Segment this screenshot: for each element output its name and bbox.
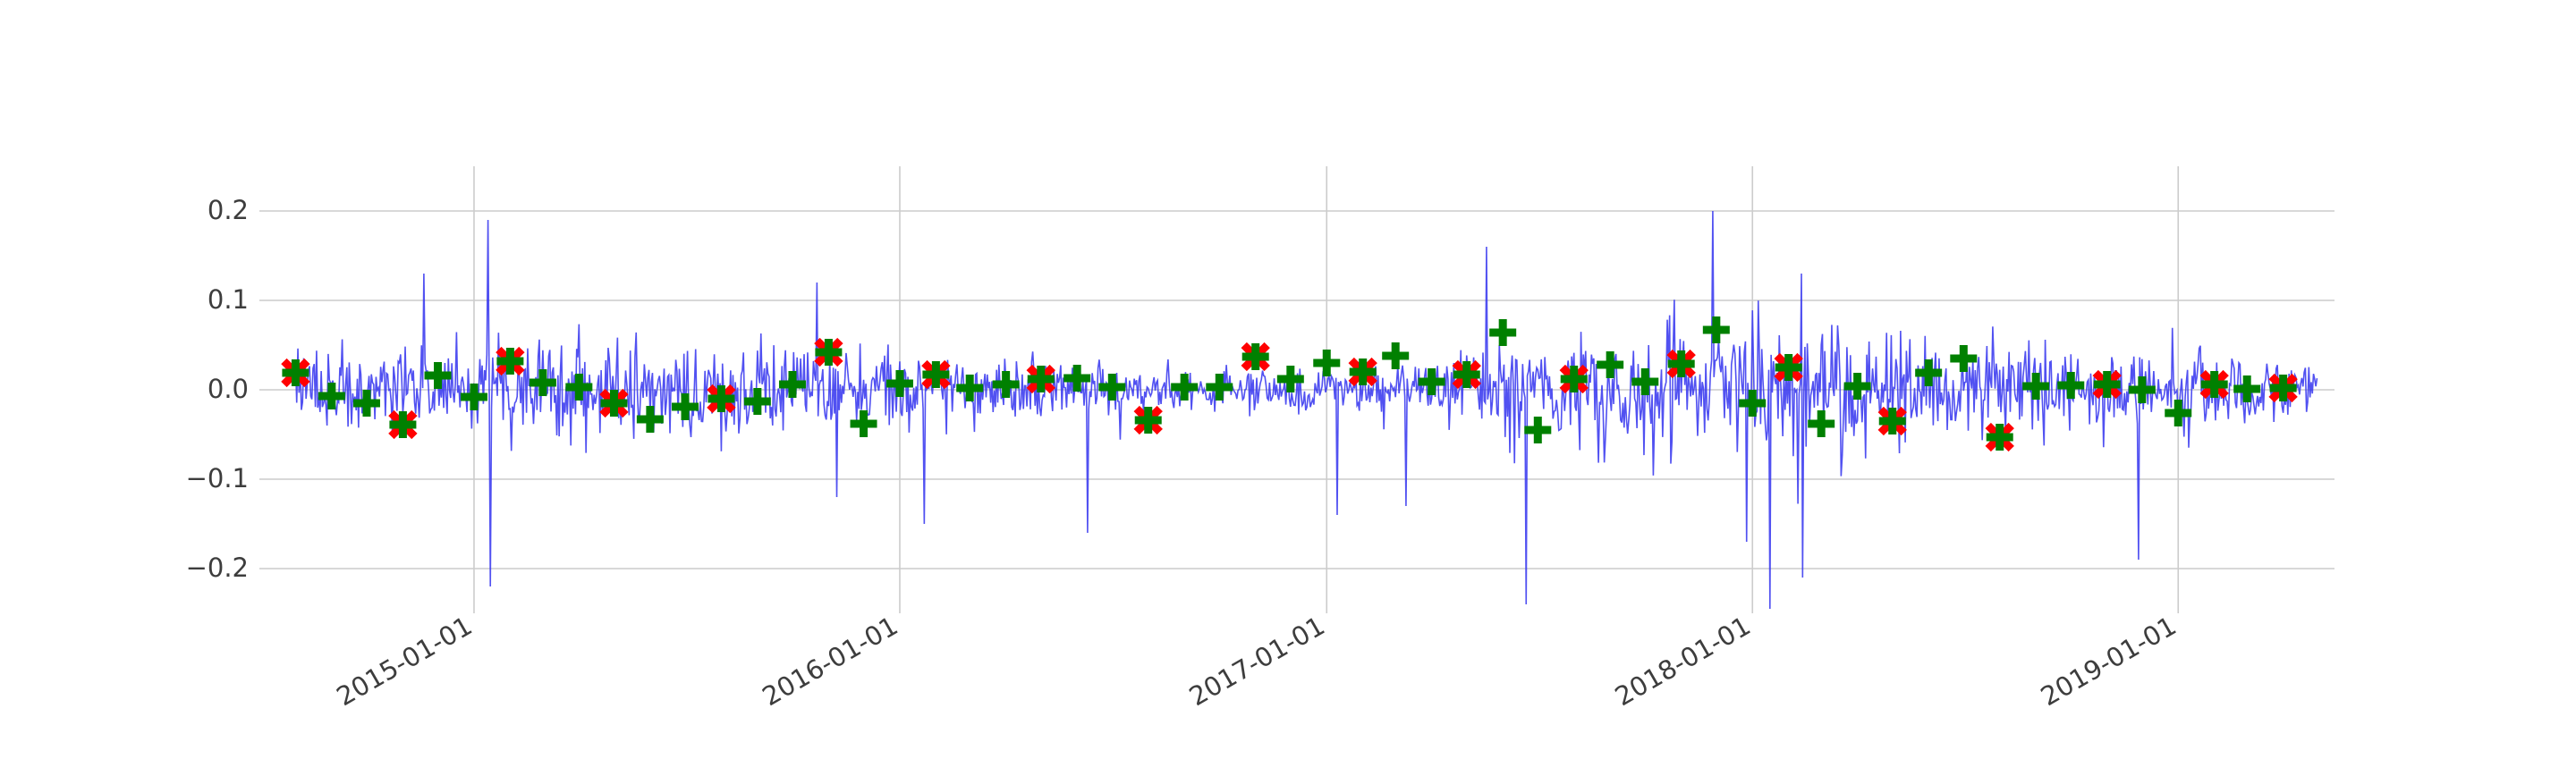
plus-marker: [1915, 359, 1943, 386]
plus-marker: [2057, 372, 2085, 399]
plus-marker: [1313, 350, 1341, 376]
plus-marker: [956, 375, 984, 401]
tick-label-layer: 0.2 0.1 0.0 −0.1 −0.2 2015-01-01 2016-01-01 201…: [186, 195, 2182, 712]
plus-marker: [886, 370, 913, 397]
plus-marker: [1453, 361, 1480, 388]
x-tick-label: 2017-01-01: [1184, 611, 1330, 713]
y-tick-label: 0.0: [208, 374, 249, 404]
plus-marker: [636, 406, 664, 433]
plus-marker: [1597, 351, 1624, 378]
plus-marker: [1171, 374, 1199, 401]
plus-marker: [1489, 319, 1517, 346]
plus-marker: [2165, 400, 2192, 426]
plus-marker: [1027, 366, 1055, 392]
x-tick-label: 2015-01-01: [331, 611, 477, 713]
returns-line-layer: [294, 210, 2318, 610]
x-tick-label: 2016-01-01: [757, 611, 902, 713]
plus-marker: [460, 384, 487, 410]
plus-marker: [1206, 374, 1233, 401]
returns-line: [294, 210, 2318, 610]
plus-marker: [1843, 373, 1871, 400]
plus-marker: [1134, 407, 1162, 434]
plus-marker: [1702, 316, 1730, 343]
plus-marker: [2128, 376, 2156, 403]
y-tick-label: 0.2: [208, 195, 249, 225]
plus-marker: [389, 411, 417, 438]
plus-marker: [2233, 375, 2261, 402]
plus-marker: [318, 383, 345, 409]
plus-marker: [778, 371, 806, 398]
plus-marker: [1418, 368, 1445, 395]
plus-marker: [1631, 368, 1659, 395]
plus-marker: [1063, 365, 1091, 392]
y-tick-label: −0.1: [186, 463, 249, 493]
plus-marker: [1808, 410, 1835, 437]
plus-marker: [496, 348, 524, 375]
plus-marker: [922, 361, 950, 388]
x-tick-label: 2018-01-01: [1610, 611, 1756, 713]
y-tick-label: −0.2: [186, 552, 249, 583]
plus-marker: [1950, 345, 1978, 372]
plus-marker: [1878, 408, 1906, 434]
plus-marker: [1986, 424, 2013, 451]
plus-marker: [565, 374, 593, 401]
plus-marker: [1276, 366, 1304, 392]
x-tick-label: 2019-01-01: [2036, 611, 2182, 713]
plus-marker: [2200, 371, 2228, 398]
plus-marker: [1524, 417, 1552, 443]
plus-marker-layer: [282, 316, 2297, 451]
plus-marker: [743, 388, 771, 415]
plus-marker: [1349, 358, 1377, 385]
plus-marker: [352, 390, 380, 417]
plus-marker: [1382, 342, 1410, 369]
plus-marker: [2093, 371, 2121, 398]
plus-marker: [1241, 343, 1269, 370]
plus-marker: [1739, 390, 1767, 417]
plus-marker: [2269, 375, 2297, 401]
plus-marker: [1560, 366, 1588, 392]
plus-marker: [671, 393, 699, 420]
plus-marker: [529, 369, 556, 396]
plus-marker: [600, 390, 628, 417]
plus-marker: [850, 410, 877, 437]
plus-marker: [2022, 373, 2050, 400]
plus-marker: [708, 385, 735, 412]
plus-marker: [1775, 354, 1802, 381]
plus-marker: [1667, 350, 1695, 377]
plus-marker: [992, 371, 1020, 398]
plus-marker: [1098, 374, 1126, 401]
y-tick-label: 0.1: [208, 284, 249, 315]
plus-marker: [282, 359, 309, 386]
plus-marker: [424, 362, 452, 389]
plus-marker: [815, 339, 843, 366]
